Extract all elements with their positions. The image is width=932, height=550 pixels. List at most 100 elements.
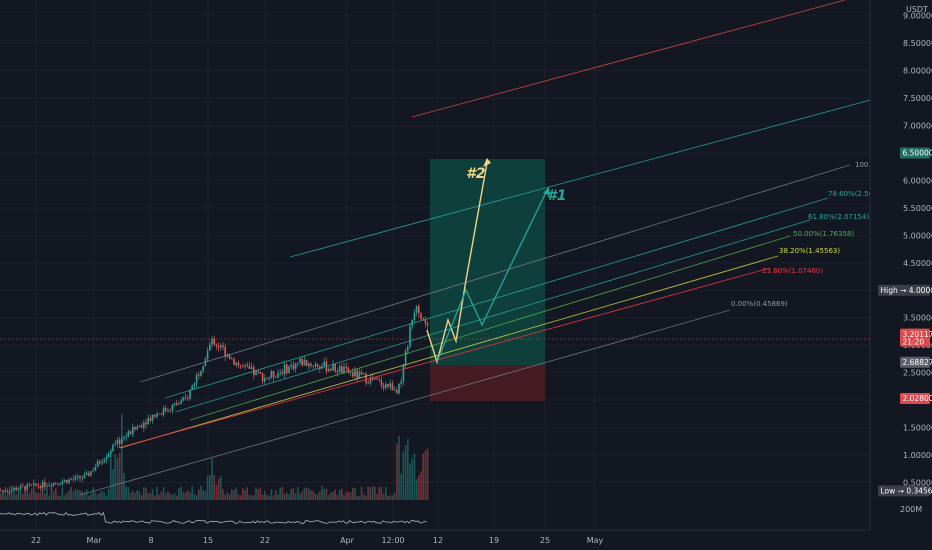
candle (294, 363, 297, 369)
volume-bar (347, 491, 350, 500)
volume-bar (211, 458, 213, 500)
volume-bar (268, 495, 270, 500)
candle (55, 482, 57, 484)
candle (316, 364, 319, 367)
fib-label: 50.00%(1.76358) (793, 230, 854, 238)
volume-bar (231, 489, 233, 500)
price-tag-text: 3.20117 (903, 330, 932, 339)
candle (13, 487, 15, 490)
time-label: 12:00 (381, 536, 404, 545)
candle (145, 422, 147, 425)
candle (173, 403, 176, 405)
volume-bar (116, 457, 119, 500)
volume-bar (393, 493, 396, 500)
fib-382-line[interactable] (119, 255, 779, 449)
volume-bar (382, 493, 385, 500)
fib-0-line[interactable] (79, 309, 731, 496)
candle (0, 490, 2, 492)
projection-path-b[interactable] (436, 187, 549, 363)
candle (35, 483, 37, 486)
volume-bar (59, 495, 61, 500)
fib-786-line[interactable] (164, 197, 829, 399)
candle (292, 364, 295, 369)
channel-cyan-line[interactable] (289, 91, 901, 258)
target-zone[interactable] (430, 159, 545, 365)
volume-bar (103, 492, 105, 500)
time-label: 22 (31, 536, 41, 545)
volume-bar (22, 493, 24, 500)
candle (407, 346, 409, 352)
volume-bar (11, 491, 13, 500)
projection-path-a[interactable] (426, 162, 488, 365)
candle (85, 473, 88, 475)
volume-bar (358, 495, 361, 500)
candle (136, 427, 138, 430)
volume-bar (319, 491, 321, 500)
candle (171, 404, 174, 411)
candle (261, 373, 264, 382)
volume-bar (105, 495, 108, 500)
candle (114, 444, 116, 445)
candle (165, 407, 167, 411)
volume-bar (79, 490, 81, 500)
volume-bar (200, 486, 202, 500)
volume-bar (147, 492, 149, 500)
stop-zone[interactable] (430, 365, 545, 401)
volume-bar (327, 494, 330, 500)
volume-bar (132, 490, 134, 500)
candle (92, 470, 94, 472)
candle (70, 479, 72, 481)
candle (422, 318, 424, 320)
volume-bar (220, 476, 222, 500)
candle (24, 486, 26, 490)
volume-bar (74, 488, 77, 500)
candle (176, 403, 178, 405)
candle (191, 385, 193, 390)
candle (255, 370, 257, 376)
candle (424, 319, 427, 324)
volume-bar (385, 487, 387, 500)
volume-bar (387, 495, 389, 500)
fib-100-line[interactable] (139, 164, 851, 383)
volume-bar (310, 490, 312, 500)
volume-bar (316, 494, 319, 500)
volume-bar (149, 493, 152, 500)
volume-bar (224, 494, 226, 500)
price-axis[interactable] (870, 0, 932, 550)
volume-bar (30, 488, 33, 500)
volume-bar (345, 492, 347, 500)
candle (44, 481, 46, 487)
price-tick: 1.50000 (903, 424, 932, 433)
price-tick: 5.50000 (903, 204, 932, 213)
volume-bar (246, 487, 248, 500)
volume-bar (426, 448, 429, 500)
volume-bar (343, 495, 345, 500)
volume-bar (143, 487, 145, 500)
candle (343, 366, 345, 373)
candle (233, 358, 235, 365)
volume-scale-label: 200M (900, 505, 922, 514)
volume-bar (226, 492, 229, 500)
fib-50-line[interactable] (189, 235, 791, 421)
candle (22, 485, 24, 487)
fib-channel[interactable] (79, 0, 901, 496)
fib-618-line[interactable] (174, 219, 811, 413)
candle (96, 461, 99, 468)
candle (202, 366, 204, 371)
candle (74, 476, 77, 480)
volume-bar (294, 493, 297, 500)
volume-bar (402, 451, 405, 500)
candle (220, 345, 222, 348)
volume-bar (90, 494, 92, 500)
candle (286, 364, 288, 374)
fib-236-line[interactable] (117, 267, 771, 449)
candle (61, 481, 64, 484)
volume-bar (215, 484, 218, 500)
channel-top-red-line[interactable] (411, 0, 846, 118)
currency-label: USDT (906, 5, 928, 14)
candle (132, 426, 134, 435)
